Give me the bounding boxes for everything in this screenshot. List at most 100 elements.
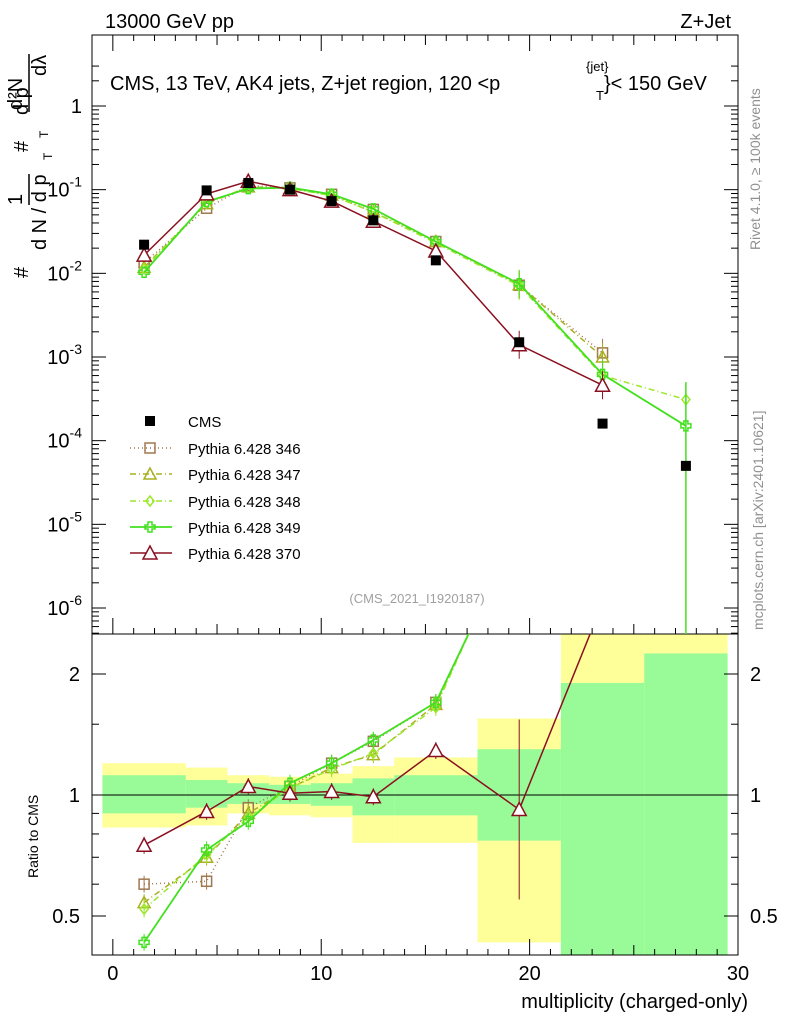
data-point-349 (513, 278, 525, 290)
ratio-point-349 (200, 844, 213, 856)
ratio-tick-label: 1 (69, 785, 80, 807)
beam-label: 13000 GeV pp (105, 11, 234, 33)
ratio-point-370 (281, 784, 299, 801)
ratio-bands (92, 634, 738, 955)
band-stat-9 (644, 653, 728, 955)
x-tick-label: 30 (727, 963, 749, 985)
data-point-349 (680, 420, 692, 432)
legend-label-349: Pythia 6.428 349 (188, 520, 301, 537)
y-axis-label: # 1 d N / d p T # d p T d²N dλ (5, 54, 55, 278)
ratio-point-370 (198, 802, 215, 819)
legend-label-346: Pythia 6.428 346 (188, 441, 301, 458)
ratio-point-370 (510, 800, 528, 817)
ratio-tick-label: 2 (69, 664, 80, 686)
y-tick-label: 10-2 (47, 257, 82, 285)
data-point-370 (594, 376, 611, 392)
x-ticks: 0 10 20 30 (107, 35, 749, 985)
ratio-y-label: Ratio to CMS (25, 795, 41, 878)
x-tick-label: 20 (518, 963, 540, 985)
legend-label-348: Pythia 6.428 348 (188, 494, 301, 511)
legend-label-370: Pythia 6.428 370 (188, 546, 301, 563)
data-point-349 (138, 266, 150, 279)
main-ticks: 10-6 10-5 10-4 10-3 10-2 10-1 1 (47, 65, 738, 634)
data-point-cms (201, 185, 212, 196)
ratio-tick-label: 0.5 (52, 906, 80, 928)
x-tick-label: 10 (310, 963, 332, 985)
region-title: CMS, 13 TeV, AK4 jets, Z+jet region, 120… (110, 73, 500, 95)
legend-label-347: Pythia 6.428 347 (188, 467, 301, 484)
svg-text:d p: d p (11, 87, 33, 115)
ratio-point-370 (240, 777, 257, 794)
svg-text:dλ: dλ (29, 55, 51, 76)
ratio-line-349 (143, 634, 470, 943)
ratio-point-346 (138, 878, 150, 890)
ratio-point-349 (242, 815, 255, 828)
legend-entry-349: Pythia 6.428 349 (130, 520, 301, 537)
region-title-sup: {jet} (586, 59, 609, 74)
ratio-point-370 (135, 836, 153, 852)
y-tick-label: 1 (71, 96, 82, 118)
data-point-cms (284, 184, 295, 195)
rivet-label: Rivet 4.1.0, ≥ 100k events (747, 88, 763, 250)
ratio-point-349 (284, 777, 296, 789)
legend-marker-cms (145, 416, 155, 426)
legend-marker-348 (145, 494, 155, 508)
y-tick-label: 10-4 (47, 425, 82, 453)
ratio-point-370 (365, 788, 382, 804)
svg-text:T: T (37, 130, 51, 138)
legend: CMS Pythia 6.428 346 Pythia 6.428 347 Py… (130, 414, 301, 563)
series-line-346 (143, 184, 604, 354)
ratio-line-348 (143, 634, 470, 910)
data-point-349 (367, 203, 380, 215)
ratio-tick-label-right: 2 (750, 664, 761, 686)
series-line-349 (143, 186, 687, 427)
ratio-point-349 (138, 936, 150, 949)
ratio-point-348 (368, 747, 379, 760)
legend-marker-349 (144, 521, 156, 533)
ratio-series-layer (135, 634, 591, 951)
x-tick-label: 0 (107, 963, 118, 985)
region-title-sub: T (596, 88, 604, 103)
ratio-point-346 (200, 875, 213, 888)
main-series-layer (135, 172, 692, 634)
data-point-cms (243, 178, 254, 189)
band-stat-0 (102, 775, 186, 814)
legend-entry-348: Pythia 6.428 348 (130, 494, 301, 511)
region-title-suffix: }< 150 GeV (604, 73, 708, 95)
legend-entry-370: Pythia 6.428 370 (130, 544, 301, 563)
ratio-point-370 (323, 782, 340, 799)
ratio-tick-label-right: 0.5 (750, 906, 778, 928)
svg-text:d N / d p: d N / d p (29, 174, 51, 250)
ratio-line-346 (144, 634, 470, 885)
main-frame (91, 34, 739, 635)
ratio-ticks: 0.5 0.5 1 1 2 2 (52, 664, 778, 928)
data-point-cms (326, 196, 337, 207)
ratio-point-349 (367, 734, 380, 746)
analysis-id: (CMS_2021_I1920187) (349, 591, 484, 606)
legend-entry-cms: CMS (145, 414, 221, 431)
svg-text:1: 1 (5, 194, 27, 205)
data-point-cms (430, 255, 441, 266)
y-tick-label: 10-1 (47, 174, 82, 202)
svg-text:d²N: d²N (5, 78, 27, 110)
y-tick-label: 10-6 (47, 592, 82, 620)
svg-text:#: # (11, 266, 33, 278)
mcplots-label: mcplots.cern.ch [arXiv:2401.10621] (750, 411, 766, 630)
x-axis-label: multiplicity (charged-only) (521, 991, 748, 1013)
data-point-cms (597, 418, 608, 429)
legend-marker-347 (142, 466, 158, 480)
ratio-point-370 (427, 741, 445, 758)
legend-marker-346 (144, 442, 156, 454)
data-point-cms (139, 239, 150, 250)
ratio-tick-label-right: 1 (750, 785, 761, 807)
svg-text:#: # (11, 140, 33, 152)
data-point-370 (135, 246, 153, 262)
legend-marker-370 (141, 544, 159, 560)
svg-text:T: T (41, 152, 55, 160)
data-point-cms (680, 460, 691, 471)
process-label: Z+Jet (680, 11, 731, 33)
ratio-point-349 (325, 757, 338, 769)
y-tick-label: 10-5 (47, 508, 82, 536)
